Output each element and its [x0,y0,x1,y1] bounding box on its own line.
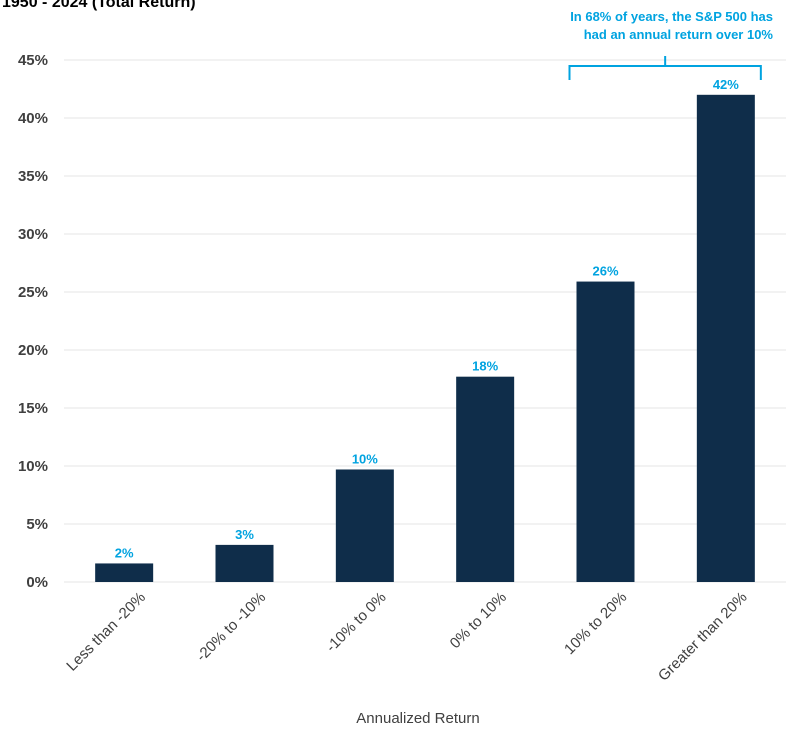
y-tick-label: 35% [18,168,48,185]
annotation-line-1: In 68% of years, the S&P 500 has [570,9,773,24]
x-tick-label: Greater than 20% [655,589,751,685]
annotation: In 68% of years, the S&P 500 has had an … [568,9,774,80]
y-tick-label: 40% [18,110,48,127]
bar [95,563,154,582]
annotation-line-2: had an annual return over 10% [584,27,774,42]
annotation-bracket [568,56,762,80]
y-tick-label: 10% [18,458,48,475]
y-tick-label: 15% [18,400,48,417]
data-label: 10% [352,451,378,466]
x-tick-label: 0% to 10% [447,589,510,652]
x-axis-categories: Less than -20% -20% to -10% -10% to 0% 0% t… [63,589,750,685]
y-axis-ticks: 0% 5% 10% 15% 20% 25% 30% 35% 40% 45% [18,52,48,591]
bar [696,94,755,583]
chart-title: 1950 - 2024 (Total Return) [2,0,196,11]
bar [215,544,274,582]
y-tick-label: 5% [26,516,48,533]
bar [456,376,515,582]
y-tick-label: 25% [18,284,48,301]
y-tick-label: 45% [18,52,48,69]
data-label: 26% [592,264,618,279]
bars [95,94,755,583]
y-tick-label: 30% [18,226,48,243]
data-label: 3% [235,527,254,542]
y-tick-label: 0% [26,574,48,591]
x-tick-label: 10% to 20% [561,589,630,658]
data-label: 18% [472,359,498,374]
data-label: 42% [713,77,739,92]
bar [576,281,635,582]
y-tick-label: 20% [18,342,48,359]
gridlines [64,59,786,583]
bar [335,469,394,582]
x-axis-label: Annualized Return [356,710,479,727]
data-labels: 2% 3% 10% 18% 26% 42% [115,77,740,561]
x-tick-label: Less than -20% [63,589,149,675]
x-tick-label: -10% to 0% [323,589,390,656]
data-label: 2% [115,545,134,560]
x-tick-label: -20% to -10% [193,589,269,665]
